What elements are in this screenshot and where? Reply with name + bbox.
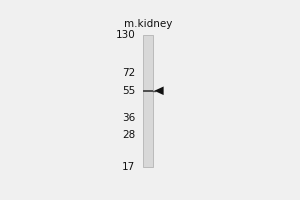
Text: 130: 130 bbox=[116, 30, 135, 40]
Bar bbox=[143, 35, 153, 167]
Text: m.kidney: m.kidney bbox=[124, 19, 172, 29]
Text: 17: 17 bbox=[122, 162, 135, 172]
Text: 28: 28 bbox=[122, 130, 135, 140]
Text: 55: 55 bbox=[122, 86, 135, 96]
Bar bbox=[143, 90, 153, 92]
Polygon shape bbox=[154, 86, 164, 95]
Text: 72: 72 bbox=[122, 68, 135, 78]
Text: 36: 36 bbox=[122, 113, 135, 123]
